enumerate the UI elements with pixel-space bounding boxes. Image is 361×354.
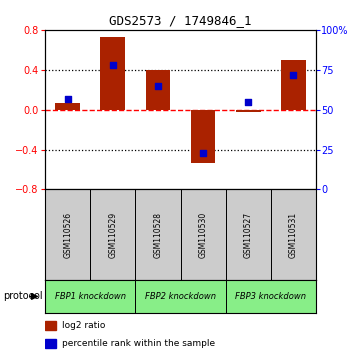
Bar [226,189,271,280]
Bar [226,280,316,313]
Bar [191,110,216,162]
Text: GSM110531: GSM110531 [289,211,298,258]
Text: GSM110529: GSM110529 [108,211,117,258]
Bar [271,189,316,280]
Text: FBP2 knockdown: FBP2 knockdown [145,292,216,301]
Text: FBP3 knockdown: FBP3 knockdown [235,292,306,301]
Bar [45,321,56,330]
Text: FBP1 knockdown: FBP1 knockdown [55,292,126,301]
Bar [45,189,90,280]
Text: log2 ratio: log2 ratio [62,321,106,330]
Bar [45,280,135,313]
Text: percentile rank within the sample: percentile rank within the sample [62,339,216,348]
Bar [180,189,226,280]
Bar [90,189,135,280]
Bar [236,110,261,112]
Point [155,83,161,88]
Bar [55,103,80,110]
Point [200,150,206,155]
Bar [135,189,180,280]
Point [290,72,296,78]
Text: GSM110526: GSM110526 [63,211,72,258]
Text: GSM110527: GSM110527 [244,211,253,258]
Point [110,62,116,68]
Point [65,96,71,101]
Bar [135,280,226,313]
Bar [100,37,125,110]
Text: GSM110530: GSM110530 [199,211,208,258]
Text: GDS2573 / 1749846_1: GDS2573 / 1749846_1 [109,14,252,27]
Text: protocol: protocol [4,291,43,302]
Text: GSM110528: GSM110528 [153,212,162,257]
Bar [145,70,170,110]
Point [245,99,251,105]
Bar [45,339,56,348]
Bar [281,60,306,110]
